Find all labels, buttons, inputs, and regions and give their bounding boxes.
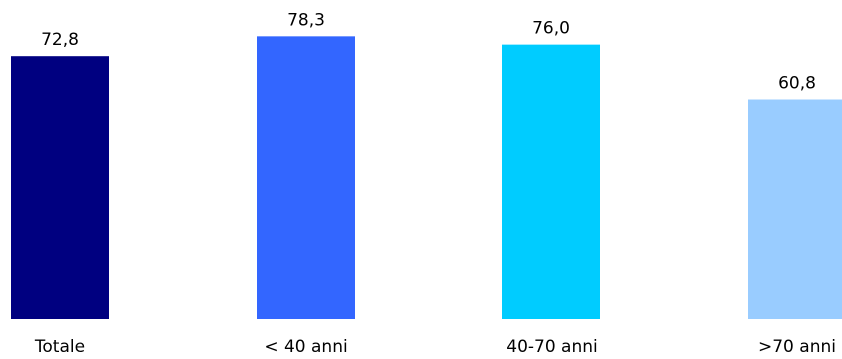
bar-0 — [11, 56, 109, 319]
value-label-1: 78,3 — [287, 10, 325, 30]
bar-3 — [748, 99, 842, 320]
value-label-0: 72,8 — [41, 30, 79, 50]
value-label-3: 60,8 — [778, 74, 816, 94]
bar-2 — [502, 44, 600, 319]
value-labels-group: 72,8 78,3 76,0 60,8 — [41, 10, 816, 93]
category-label-3: >70 anni — [758, 337, 836, 357]
value-label-2: 76,0 — [532, 19, 570, 39]
category-label-0: Totale — [34, 337, 85, 357]
category-label-1: < 40 anni — [264, 337, 347, 357]
category-label-2: 40-70 anni — [506, 337, 598, 357]
bars-group — [11, 36, 842, 320]
category-labels-group: Totale < 40 anni 40-70 anni >70 anni — [34, 337, 836, 357]
bar-1 — [257, 36, 355, 319]
